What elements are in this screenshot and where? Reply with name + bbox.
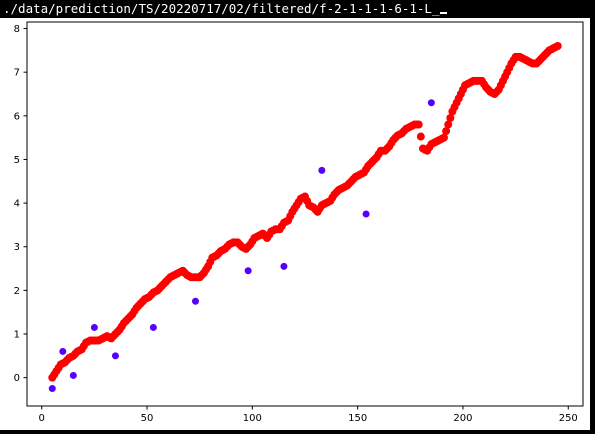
data-point <box>90 323 98 331</box>
data-point <box>244 267 252 275</box>
data-point <box>414 120 423 129</box>
data-point <box>318 166 326 174</box>
data-point <box>48 385 56 393</box>
data-point <box>427 99 435 107</box>
data-point <box>442 127 451 136</box>
x-tick-label: 100 <box>243 413 262 424</box>
y-tick-label: 6 <box>14 111 20 122</box>
scatter-chart: 0 50 100 150 200 250 0 1 2 3 4 5 6 7 8 <box>0 18 590 430</box>
window-title-bar: ./data/prediction/TS/20220717/02/filtere… <box>0 0 595 18</box>
data-point <box>111 352 119 360</box>
y-tick-label: 2 <box>14 286 20 297</box>
window-title: ./data/prediction/TS/20220717/02/filtere… <box>3 1 440 16</box>
x-tick-label: 150 <box>348 413 367 424</box>
data-point <box>149 323 157 331</box>
chart-figure: 0 50 100 150 200 250 0 1 2 3 4 5 6 7 8 <box>0 18 590 430</box>
y-tick-label: 1 <box>14 330 20 341</box>
y-tick-label: 8 <box>14 24 20 35</box>
series-layer <box>48 42 562 393</box>
data-point <box>362 210 370 218</box>
axes-layer: 0 50 100 150 200 250 0 1 2 3 4 5 6 7 8 <box>14 24 578 424</box>
series-red-points <box>48 42 562 382</box>
x-tick-label: 0 <box>39 413 45 424</box>
data-point <box>280 262 288 270</box>
data-point <box>446 114 455 122</box>
y-tick-label: 7 <box>14 68 20 79</box>
data-point <box>69 371 77 379</box>
data-point <box>416 132 425 141</box>
y-tick-label: 4 <box>14 199 20 210</box>
x-tick-label: 200 <box>453 413 472 424</box>
plot-frame <box>26 21 584 407</box>
data-point <box>440 133 448 142</box>
data-point <box>444 120 453 129</box>
data-point <box>553 42 562 50</box>
chart-background <box>0 18 590 430</box>
x-tick-label: 50 <box>141 413 154 424</box>
y-tick-label: 5 <box>14 155 20 166</box>
y-tick-label: 3 <box>14 242 20 253</box>
y-tick-label: 0 <box>14 373 20 384</box>
text-cursor <box>439 12 447 14</box>
data-point <box>191 297 199 305</box>
data-point <box>59 347 67 355</box>
x-tick-label: 250 <box>559 413 578 424</box>
series-blue-points <box>48 99 435 393</box>
